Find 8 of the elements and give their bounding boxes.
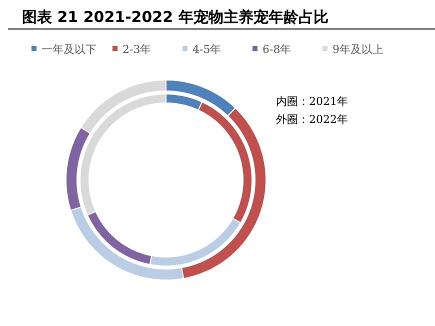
chart-title: 图表 21 2021-2022 年宠物主养宠年龄占比 — [22, 8, 328, 26]
text: 外圈：2022年 — [276, 113, 348, 126]
legend-label: 一年及以下 — [42, 43, 96, 56]
legend-label: 4-5年 — [192, 43, 222, 56]
legend-label: 2-3年 — [122, 43, 152, 56]
text: 内圈：2021年 — [276, 95, 348, 108]
legend-label: 9年及以上 — [332, 43, 384, 56]
legend-label: 6-8年 — [262, 43, 292, 56]
